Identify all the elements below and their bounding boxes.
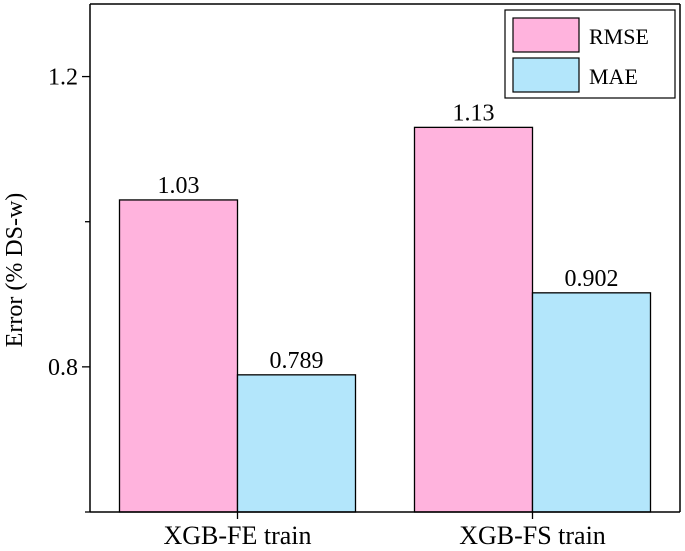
y-axis-ticks: 0.8 1.2: [48, 65, 90, 513]
y-axis-title: Error (% DS-w): [2, 193, 28, 348]
legend: RMSE MAE: [504, 9, 676, 99]
x-tick-label: XGB-FS train: [459, 521, 606, 550]
x-axis-ticks: XGB-FE train XGB-FS train: [163, 512, 606, 550]
y-tick-label: 0.8: [48, 355, 78, 381]
bar-mae-2: [531, 292, 652, 513]
value-label: 1.03: [158, 173, 200, 199]
legend-label-mae: MAE: [589, 64, 638, 89]
value-label: 0.789: [270, 348, 324, 374]
bar-rmse-1: [118, 199, 239, 513]
legend-swatch-mae: [512, 57, 580, 93]
y-tick-label: 1.2: [48, 65, 78, 91]
bars: [118, 126, 652, 513]
legend-swatch-rmse: [512, 17, 580, 53]
value-labels: 1.03 1.13 0.789 0.902: [158, 100, 619, 373]
legend-label-rmse: RMSE: [589, 24, 649, 49]
x-tick-label: XGB-FE train: [163, 521, 311, 550]
value-label: 1.13: [453, 100, 495, 126]
bar-mae-1: [236, 374, 357, 513]
value-label: 0.902: [565, 266, 619, 292]
bar-rmse-2: [413, 126, 534, 513]
axes: [89, 3, 681, 513]
